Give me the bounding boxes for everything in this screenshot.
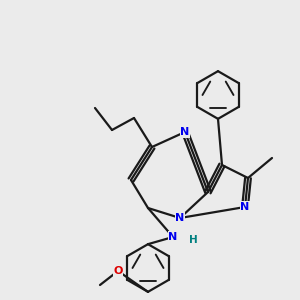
Text: N: N (168, 232, 178, 242)
Text: H: H (189, 235, 197, 245)
Text: N: N (180, 127, 190, 137)
Text: N: N (176, 213, 184, 223)
Text: O: O (113, 266, 123, 276)
Text: N: N (240, 202, 250, 212)
